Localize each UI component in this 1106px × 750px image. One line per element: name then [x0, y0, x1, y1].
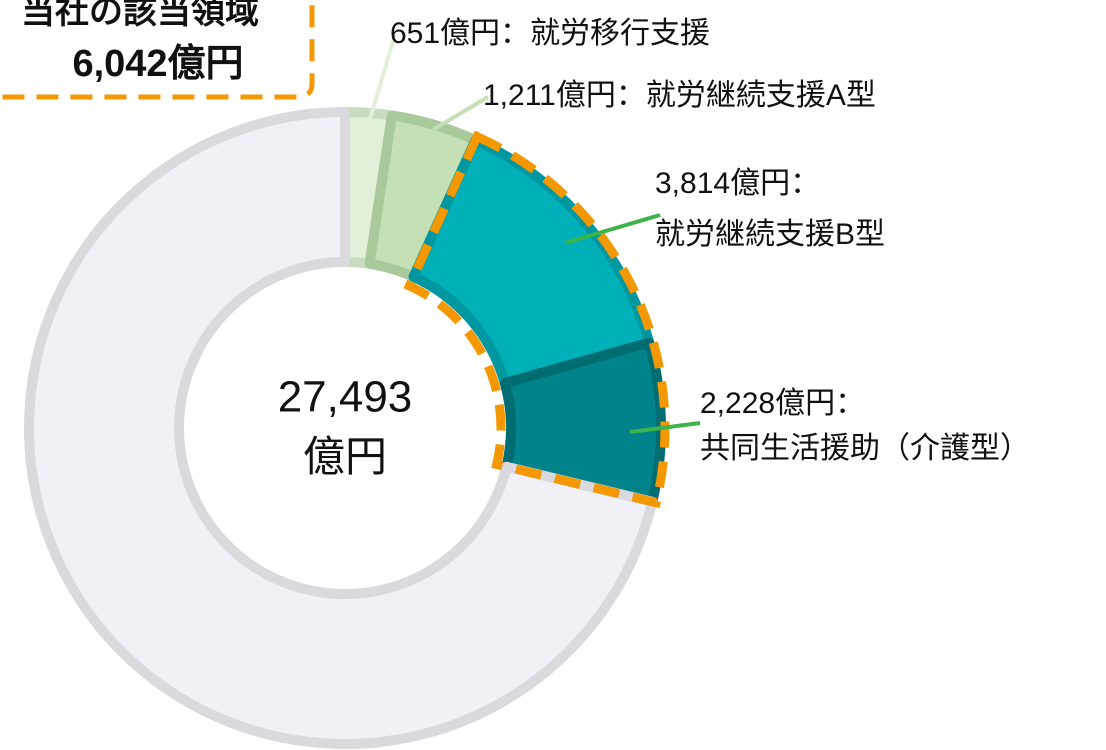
segment-label: 共同生活援助（介護型） [700, 432, 1030, 465]
category-label: 就労継続支援B型 [655, 218, 885, 251]
value-label: 651億円： [390, 17, 530, 50]
annotation-value: 6,042億円 [72, 43, 243, 85]
segment-label: 1,211億円：就労継続支援A型 [483, 79, 876, 112]
center-unit: 億円 [303, 433, 387, 480]
leader-line [564, 213, 661, 245]
leader-line [629, 421, 701, 434]
category-label: 就労移行支援 [530, 17, 710, 50]
annotation-box [0, 0, 315, 100]
category-label: 共同生活援助（介護型） [700, 432, 1030, 465]
highlight-outline [403, 130, 670, 509]
value-label: 1,211億円： [483, 79, 646, 112]
category-label: 就労継続支援A型 [646, 79, 876, 112]
annotation-title: 当社の該当領域 [21, 0, 259, 31]
value-label: 3,814億円： [655, 167, 820, 200]
center-total: 27,493 [278, 373, 413, 422]
segment-label: 651億円：就労移行支援 [390, 17, 710, 50]
segment-label: 2,228億円： [700, 387, 865, 420]
donut-segment [24, 107, 658, 749]
segment-label: 就労継続支援B型 [655, 218, 885, 251]
donut [24, 107, 670, 749]
leader-line [365, 34, 397, 129]
segment-label: 3,814億円： [655, 167, 820, 200]
value-label: 2,228億円： [700, 387, 865, 420]
leader-line [432, 95, 490, 132]
